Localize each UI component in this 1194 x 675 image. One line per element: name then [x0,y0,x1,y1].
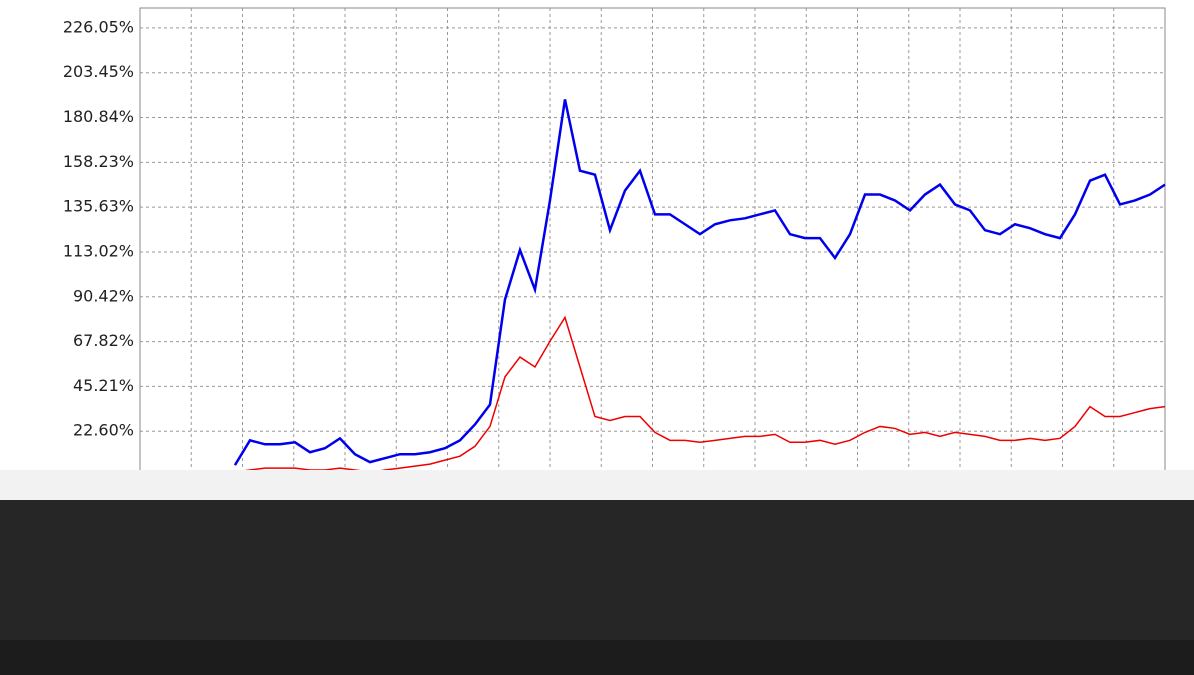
y-tick-label: 45.21% [73,376,134,395]
panel-strip [0,470,1194,500]
series-line [233,99,1166,466]
y-tick-label: 180.84% [63,107,134,126]
y-tick-label: 22.60% [73,421,134,440]
y-tick-label: 226.05% [63,17,134,36]
legend-strip [0,640,1194,675]
y-tick-label: 203.45% [63,62,134,81]
y-tick-label: 90.42% [73,286,134,305]
y-tick-label: 158.23% [63,152,134,171]
y-tick-label: 67.82% [73,331,134,350]
y-tick-label: 135.63% [63,197,134,216]
y-tick-label: 113.02% [63,241,134,260]
series-line [234,315,1166,473]
